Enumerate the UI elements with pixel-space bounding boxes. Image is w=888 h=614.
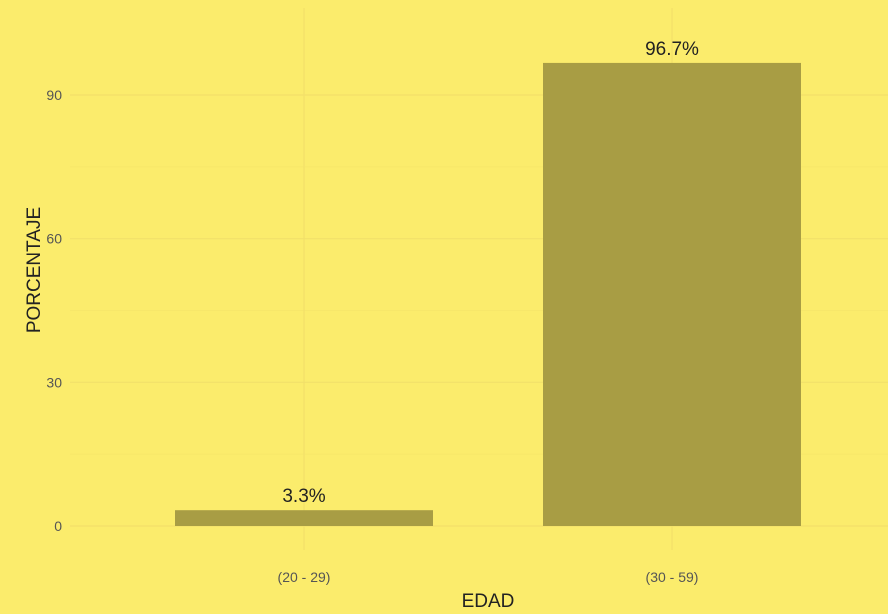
data-label-2: 96.7% bbox=[645, 39, 699, 60]
bar-1 bbox=[175, 510, 433, 526]
y-tick-label-2: 60 bbox=[46, 231, 62, 247]
y-tick-label-3: 90 bbox=[46, 87, 62, 103]
y-axis-title: PORCENTAJE bbox=[24, 207, 45, 333]
y-tick-label-0: 0 bbox=[54, 518, 62, 534]
x-tick-labels: (20 - 29) (30 - 59) bbox=[278, 569, 699, 585]
bar-2 bbox=[543, 62, 801, 527]
data-label-1: 3.3% bbox=[282, 486, 325, 507]
x-tick-label-1: (20 - 29) bbox=[278, 569, 331, 585]
y-tick-label-1: 30 bbox=[46, 374, 62, 390]
bars bbox=[175, 62, 801, 527]
x-tick-label-2: (30 - 59) bbox=[646, 569, 699, 585]
data-labels: 3.3% 96.7% bbox=[282, 39, 699, 507]
x-axis-title: EDAD bbox=[462, 591, 515, 612]
y-tick-labels: 0 30 60 90 bbox=[46, 87, 62, 534]
